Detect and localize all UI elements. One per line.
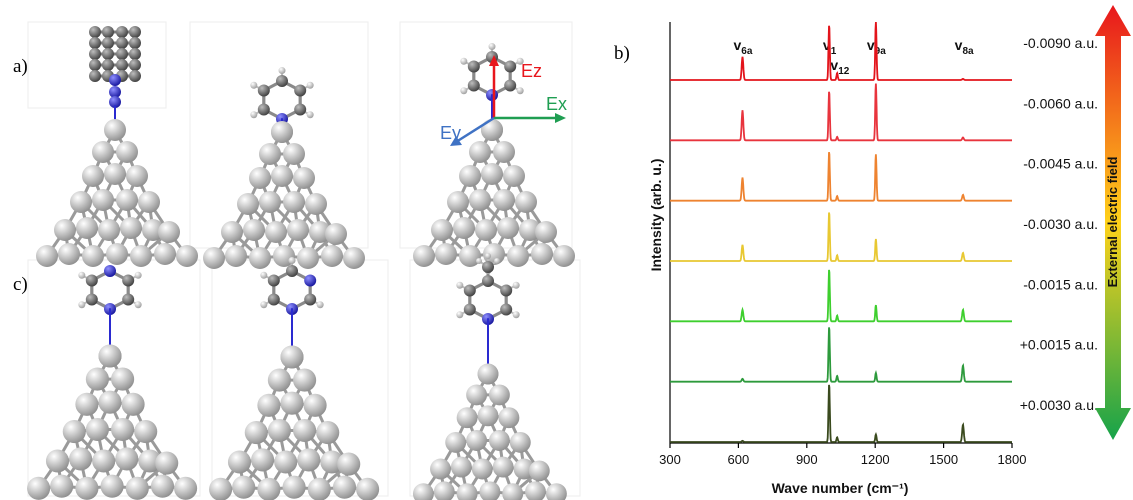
x-tick-label: 1800 — [998, 452, 1027, 467]
x-tick-label: 300 — [659, 452, 681, 467]
series-label: +0.0015 a.u. — [1020, 337, 1098, 353]
spectrum-line — [670, 21, 1012, 81]
electric-field-arrow: External electric field — [1095, 5, 1131, 440]
axis-label-ez: Ez — [521, 61, 542, 81]
series-label: +0.0030 a.u. — [1020, 397, 1098, 413]
spectrum-line — [670, 327, 1012, 383]
axis-label-ex: Ex — [546, 94, 567, 114]
spectrum-line — [670, 384, 1012, 443]
field-arrow-shape — [1095, 5, 1131, 440]
axes-pyridine-cluster — [413, 43, 575, 267]
panel-label-c: c) — [13, 274, 28, 295]
x-tick-label: 1500 — [929, 452, 958, 467]
series-label: -0.0090 a.u. — [1023, 35, 1098, 51]
pyrimidine-cluster — [209, 257, 380, 500]
spectrum-line — [670, 151, 1012, 202]
peak-label: v8a — [955, 37, 974, 57]
raman-spectra-chart: Intensity (arb. u.) Wave number (cm⁻¹) 3… — [648, 21, 1098, 496]
methylpyridine-cluster — [412, 253, 567, 500]
panel-label-b: b) — [614, 43, 630, 64]
x-axis-label: Wave number (cm⁻¹) — [772, 480, 909, 496]
x-tick-label: 900 — [796, 452, 818, 467]
series-label: -0.0060 a.u. — [1023, 95, 1098, 111]
y-axis-label: Intensity (arb. u.) — [648, 159, 664, 272]
tilted-pyridine-cluster — [203, 67, 365, 269]
x-tick-label: 1200 — [861, 452, 890, 467]
field-arrow-label: External electric field — [1105, 157, 1120, 288]
peak-label: v12 — [830, 57, 849, 77]
spectrum-line — [670, 212, 1012, 262]
series-label: -0.0030 a.u. — [1023, 216, 1098, 232]
series-label: -0.0045 a.u. — [1023, 156, 1098, 172]
panel-label-a: a) — [13, 56, 28, 77]
pyrazine-cluster — [27, 265, 198, 500]
series-label: -0.0015 a.u. — [1023, 276, 1098, 292]
x-tick-label: 600 — [728, 452, 750, 467]
stacked-pyridine-top-view — [36, 26, 198, 267]
spectrum-line — [670, 83, 1012, 142]
axis-label-ey: Ey — [440, 123, 461, 143]
peak-label: v6a — [733, 37, 752, 57]
spectrum-line — [670, 269, 1012, 323]
